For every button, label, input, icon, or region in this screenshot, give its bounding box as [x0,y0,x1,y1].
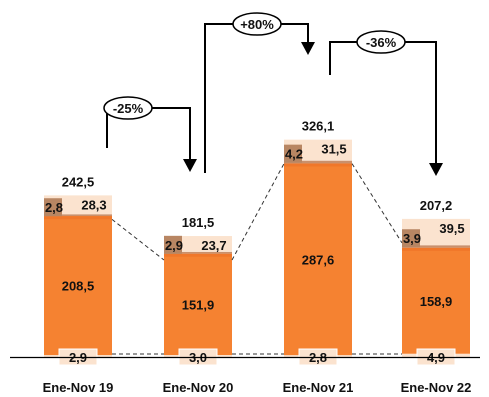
change-label-oval-1 [103,96,153,120]
segment-label-s4-3: 31,5 [321,142,346,157]
total-label-1: 242,5 [62,174,95,189]
segment-label-s4-1: 28,3 [81,197,106,212]
segment-label-s4-2: 23,7 [201,238,226,253]
bar-segment-s3-1 [44,214,112,217]
bar-segment-s2-4 [402,247,470,354]
change-arrowhead-1 [183,159,197,172]
bar-edge-1 [44,216,112,220]
total-label-2: 181,5 [182,215,215,230]
category-label-1: Ene-Nov 19 [43,380,114,395]
total-label-4: 207,2 [420,198,453,213]
change-label-2: +80% [240,17,274,32]
category-label-3: Ene-Nov 21 [283,380,354,395]
segment-label-s2-2: 151,9 [182,297,215,312]
segment-label-s3-4: 3,9 [403,231,421,246]
change-arrowhead-2 [301,42,315,55]
bar-edge-3 [284,163,352,167]
category-label-4: Ene-Nov 22 [401,380,472,395]
segment-label-s2-3: 287,6 [302,252,335,267]
change-arrowhead-3 [429,163,443,176]
bar-segment-s3-3 [284,160,352,164]
small-segment-box-1 [44,198,62,217]
bar-group-3 [284,139,352,366]
bar-group-2 [164,235,232,366]
bar-segment-s2-3 [284,163,352,356]
segment-label-s2-1: 208,5 [62,279,95,294]
small-segment-box-4 [402,229,420,248]
segment-label-s3-2: 2,9 [165,238,183,253]
change-label-oval-2 [232,12,282,36]
small-segment-box-3 [284,144,302,163]
total-label-3: 326,1 [302,119,335,134]
segment-label-s2-4: 158,9 [420,294,453,309]
segment-label-s3-3: 4,2 [285,147,303,162]
bar-edge-2 [164,253,232,257]
change-label-oval-3 [356,30,406,54]
small-segment-box-2 [164,235,182,254]
bar-segment-s3-2 [164,251,232,254]
segment-label-s3-1: 2,8 [45,200,63,215]
change-label-1: -25% [113,101,144,116]
bar-segment-s2-1 [44,216,112,356]
bar-group-1 [44,195,112,366]
bar-segment-s2-2 [164,253,232,356]
segment-label-s4-4: 39,5 [439,221,464,236]
change-label-3: -36% [366,35,397,50]
connector-top-2 [231,163,285,261]
connector-top-1 [111,218,165,261]
bar-segment-s3-4 [402,245,470,248]
bar-edge-4 [402,247,470,251]
category-label-2: Ene-Nov 20 [163,380,234,395]
connector-top-3 [351,163,403,244]
